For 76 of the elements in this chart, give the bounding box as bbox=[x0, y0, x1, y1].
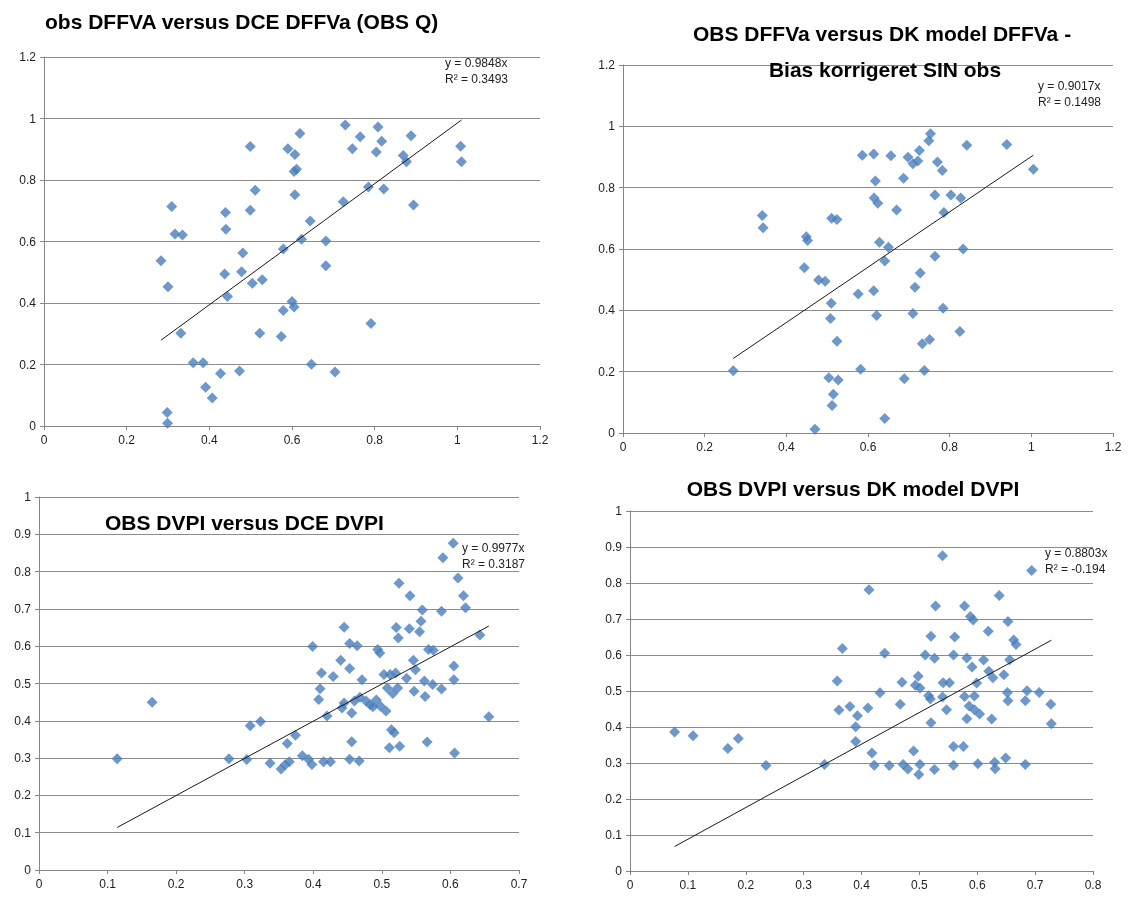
y-tick-label: 0.5 bbox=[14, 676, 32, 691]
y-tick-label: 0.2 bbox=[19, 357, 37, 372]
x-tick-label: 0.8 bbox=[941, 440, 959, 454]
y-tick-label: 0.8 bbox=[19, 173, 37, 187]
x-tick-label: 0.3 bbox=[795, 878, 813, 892]
chart-title: OBS DVPI versus DK model DVPI bbox=[686, 477, 1020, 500]
y-tick-label: 0.6 bbox=[598, 242, 616, 256]
y-tick-label: 0.4 bbox=[19, 296, 37, 310]
y-tick-label: 0.8 bbox=[605, 576, 623, 590]
y-tick-label: 0.5 bbox=[605, 684, 623, 698]
y-tick-label: 0.6 bbox=[19, 234, 37, 249]
y-tick-label: 0.8 bbox=[598, 180, 616, 195]
annotation: y = 0.9848x bbox=[445, 56, 508, 70]
y-tick-label: 0.7 bbox=[605, 612, 623, 626]
x-tick-label: 0.2 bbox=[696, 440, 714, 454]
x-tick-label: 0.7 bbox=[1026, 878, 1044, 892]
x-tick-label: 0.6 bbox=[968, 878, 986, 892]
y-tick-label: 0.4 bbox=[598, 303, 616, 318]
x-tick-label: 0.1 bbox=[679, 878, 697, 892]
y-tick-label: 0.2 bbox=[598, 364, 616, 379]
x-tick-label: 0.6 bbox=[442, 877, 460, 891]
annotation: R² = -0.194 bbox=[1045, 562, 1106, 576]
text: OBS DVPI versus DCE DVPI bbox=[105, 511, 384, 534]
y-tick-label: 0 bbox=[615, 864, 623, 878]
x-tick-label: 0.1 bbox=[99, 877, 117, 891]
y-tick-label: 0.3 bbox=[605, 756, 623, 770]
x-tick-label: 0.8 bbox=[1084, 878, 1102, 892]
x-tick-label: 0.4 bbox=[304, 877, 322, 891]
y-tick-label: 0 bbox=[29, 419, 37, 433]
y-tick-label: 0.1 bbox=[14, 825, 32, 840]
annotation: y = 0.8803x bbox=[1045, 546, 1108, 560]
y-tick-label: 0.9 bbox=[605, 540, 623, 554]
y-tick-label: 0 bbox=[24, 863, 32, 877]
y-tick-label: 0.4 bbox=[14, 713, 32, 728]
annotation: y = 0.9017x bbox=[1038, 79, 1101, 93]
y-tick-label: 1 bbox=[29, 111, 37, 126]
y-tick-label: 0.4 bbox=[605, 720, 623, 734]
y-tick-label: 0.6 bbox=[605, 648, 623, 662]
x-tick-label: 1 bbox=[453, 433, 461, 447]
x-tick-label: 1.2 bbox=[531, 433, 549, 447]
x-tick-label: 0.5 bbox=[373, 877, 391, 891]
x-tick-label: 0 bbox=[626, 878, 634, 892]
x-tick-label: 0 bbox=[40, 433, 48, 447]
chart-title: OBS DFFVa versus DK model DFFVa - Bias korrigeret SIN obs bbox=[693, 21, 1077, 81]
annotation: R² = 0.1498 bbox=[1038, 95, 1102, 109]
y-tick-label: 1 bbox=[608, 119, 616, 134]
x-tick-label: 0.5 bbox=[911, 878, 929, 892]
y-tick-label: 0.2 bbox=[605, 792, 623, 806]
x-tick-label: 0.4 bbox=[853, 878, 871, 892]
y-tick-label: 0.3 bbox=[14, 751, 32, 766]
annotation: R² = 0.3187 bbox=[462, 557, 526, 571]
y-tick-label: 1 bbox=[615, 504, 623, 518]
x-tick-label: 0.3 bbox=[236, 877, 254, 891]
x-tick-label: 0.6 bbox=[283, 433, 301, 447]
x-tick-label: 0.4 bbox=[200, 433, 218, 447]
y-tick-label: 0.2 bbox=[14, 788, 32, 803]
x-tick-label: 0.2 bbox=[118, 433, 136, 447]
annotation: y = 0.9977x bbox=[462, 541, 525, 555]
x-tick-label: 0.4 bbox=[777, 440, 795, 454]
y-tick-label: 1.2 bbox=[598, 58, 616, 72]
annotation: R² = 0.3493 bbox=[445, 72, 509, 86]
x-tick-label: 1.2 bbox=[1104, 440, 1122, 454]
chart-title: obs DFFVA versus DCE DFFVa (OBS Q) bbox=[45, 10, 439, 33]
x-tick-label: 0.8 bbox=[366, 433, 384, 447]
y-tick-label: 0.7 bbox=[14, 601, 32, 616]
y-tick-label: 0.6 bbox=[14, 639, 32, 654]
y-tick-label: 0.1 bbox=[605, 828, 623, 842]
y-tick-label: 1.2 bbox=[19, 50, 37, 64]
y-tick-label: 1 bbox=[24, 490, 32, 504]
y-tick-label: 0.8 bbox=[14, 564, 32, 579]
y-tick-label: 0.9 bbox=[14, 527, 32, 542]
x-tick-label: 0.2 bbox=[737, 878, 755, 892]
x-tick-label: 1 bbox=[1027, 440, 1035, 454]
x-tick-label: 0.6 bbox=[859, 440, 877, 454]
x-tick-label: 0.7 bbox=[510, 877, 528, 891]
x-tick-label: 0.2 bbox=[167, 877, 185, 891]
